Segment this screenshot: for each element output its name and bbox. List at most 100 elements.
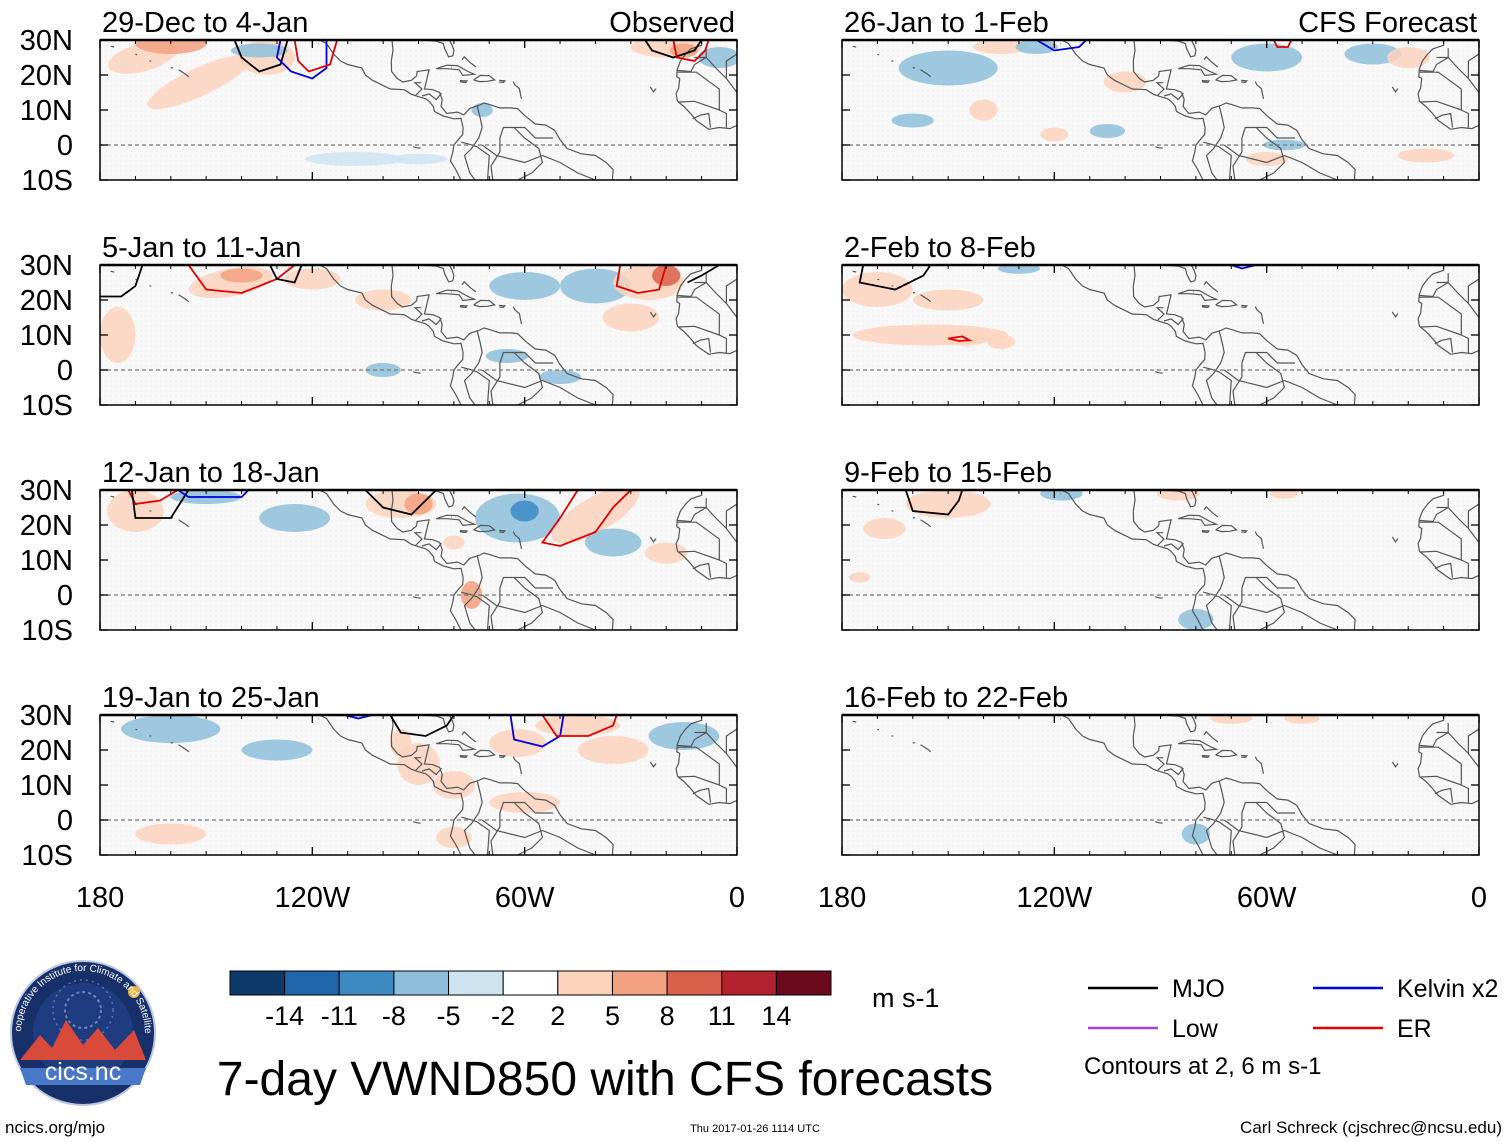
coastline — [1241, 79, 1249, 84]
y-tick-label: 30N — [20, 250, 73, 282]
coastline — [110, 495, 115, 498]
coastline — [725, 728, 737, 754]
coastline — [1417, 715, 1479, 805]
legend-label: Low — [1172, 1015, 1219, 1043]
anomaly-patch — [220, 268, 263, 283]
coastline — [1178, 64, 1219, 77]
map-panel: 26-Jan to 1-Feb CFS Forecast — [841, 7, 1480, 181]
panel-background — [842, 715, 1479, 855]
contour-mjo — [131, 490, 190, 519]
coastline — [1155, 371, 1163, 374]
y-tick-label: 10S — [21, 390, 73, 422]
coastline — [461, 280, 477, 293]
coastline — [473, 74, 496, 83]
anomaly-patch — [648, 722, 720, 750]
coastline — [852, 45, 857, 48]
coastline — [499, 79, 507, 84]
contour-kelvin-x2 — [177, 490, 250, 498]
coastline — [1232, 351, 1295, 405]
colorbar: -14 -11 -8 -5 -2 2 5 8 11 14 — [229, 970, 832, 1031]
coastline — [1132, 715, 1356, 855]
coastline — [110, 270, 115, 273]
coastline — [675, 265, 737, 355]
coastline — [676, 723, 707, 748]
coastline — [1436, 731, 1479, 768]
colorbar-swatch — [338, 970, 395, 996]
contour-er — [187, 265, 296, 294]
anomaly-patch — [551, 490, 640, 544]
anomaly-patch — [443, 535, 465, 550]
anomaly-field — [100, 265, 737, 405]
colorbar-swatch — [775, 970, 832, 996]
anomaly-patch — [1181, 823, 1211, 845]
map-panel: 2-Feb to 8-Feb — [841, 232, 1480, 406]
anomaly-patch — [1245, 152, 1288, 166]
y-tick-label: 0 — [57, 805, 73, 837]
y-tick-label: 20N — [20, 735, 73, 767]
y-tick-label: 10N — [20, 770, 73, 802]
coastline — [649, 311, 657, 318]
coastline — [1178, 514, 1219, 527]
y-tick-label: 30N — [20, 25, 73, 57]
y-tick-label: 10N — [20, 95, 73, 127]
y-tick-label: 20N — [20, 510, 73, 542]
coastline — [1434, 787, 1454, 803]
y-tick-label: 10S — [21, 165, 73, 197]
coastline — [1203, 55, 1219, 68]
coastline — [1178, 739, 1219, 752]
coastline — [1254, 306, 1265, 325]
anomaly-patch — [644, 542, 688, 564]
coastline — [513, 127, 544, 180]
coastline — [1418, 273, 1449, 298]
coastline — [110, 720, 115, 723]
panel-period-label: 12-Jan to 18-Jan — [102, 457, 320, 489]
legend-label: ER — [1397, 1015, 1432, 1043]
contour-mjo — [269, 265, 303, 284]
anomaly-patch — [898, 50, 998, 86]
coastline — [512, 306, 523, 325]
coastline — [725, 503, 737, 529]
colorbar-swatch — [229, 970, 286, 996]
coastline — [1418, 521, 1462, 561]
coastline — [512, 81, 523, 100]
colorbar-swatch — [393, 970, 450, 996]
coastline — [1155, 596, 1163, 599]
anomaly-patch — [1103, 71, 1147, 93]
colorbar-swatch — [721, 970, 777, 996]
anomaly-patch — [259, 504, 331, 532]
colorbar-tick-label: 8 — [660, 1001, 675, 1031]
coastline — [725, 278, 737, 304]
coastline — [1434, 112, 1454, 128]
coastline — [436, 289, 477, 302]
coastline — [512, 531, 523, 550]
coastline — [490, 126, 553, 180]
y-tick-label: 0 — [57, 355, 73, 387]
anomaly-patch — [432, 771, 476, 799]
coastline — [513, 577, 544, 630]
coastline — [421, 767, 442, 776]
coastline — [421, 317, 442, 326]
anomaly-patch — [969, 99, 998, 121]
anomaly-patch — [842, 272, 913, 307]
coastline — [499, 754, 507, 759]
coastline — [461, 505, 477, 518]
anomaly-patch — [560, 268, 631, 304]
coastline — [920, 519, 932, 528]
coastline — [1155, 757, 1165, 772]
coastline — [676, 746, 720, 786]
anomaly-field — [107, 490, 737, 630]
anomaly-patch — [230, 43, 288, 58]
coastline — [1467, 53, 1479, 79]
contour-mjo — [687, 265, 720, 284]
coastline — [1205, 105, 1225, 180]
coastline — [1178, 289, 1219, 302]
anomaly-patch — [390, 153, 447, 165]
coastline — [1201, 305, 1211, 309]
anomaly-patch — [147, 54, 251, 110]
coastline — [1163, 92, 1184, 101]
coastline — [1417, 265, 1479, 355]
